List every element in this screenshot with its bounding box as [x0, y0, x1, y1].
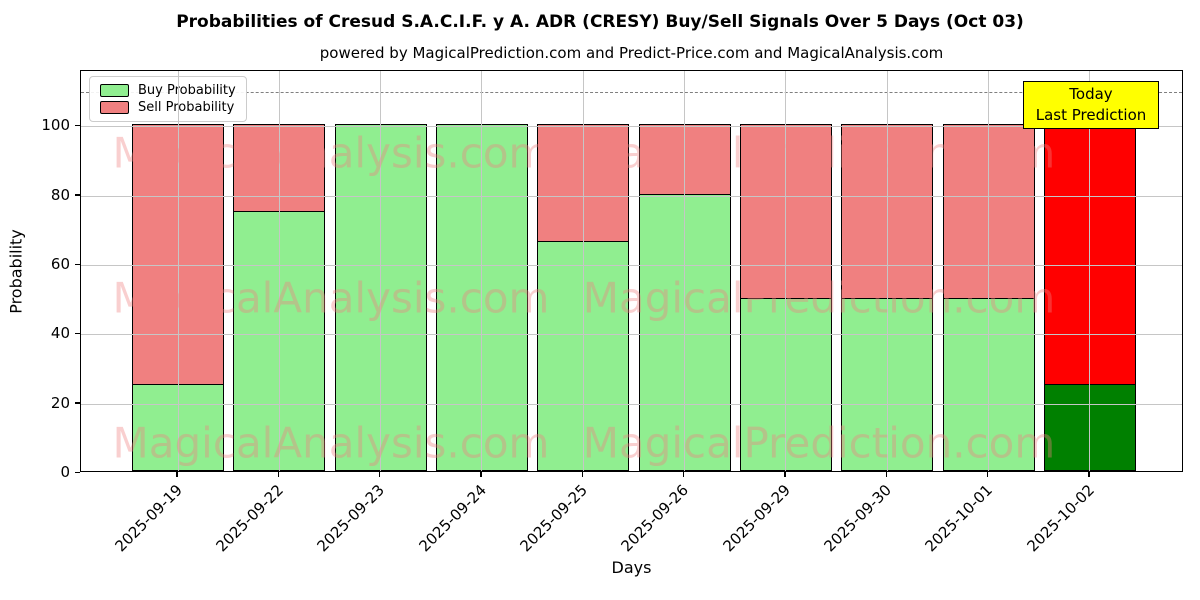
vgridline-2025-09-24: [481, 71, 483, 471]
today-annotation: Today Last Prediction: [1023, 81, 1159, 129]
xtick-mark-2025-09-25: [581, 472, 584, 477]
legend-item-sell: Sell Probability: [100, 100, 236, 115]
vgridline-2025-09-25: [582, 71, 584, 471]
xtick-label-text-2025-09-19: 2025-09-19: [111, 481, 186, 556]
legend: Buy Probability Sell Probability: [89, 76, 247, 122]
ytick-mark-100: [75, 124, 80, 127]
ytick-mark-40: [75, 332, 80, 335]
hgridline-20: [81, 403, 1182, 405]
figure-subtitle: powered by MagicalPrediction.com and Pre…: [319, 44, 944, 62]
xtick-label-text-2025-10-02: 2025-10-02: [1023, 481, 1098, 556]
vgridline-2025-09-19: [177, 71, 179, 471]
hgridline-40: [81, 334, 1182, 336]
xtick-label-text-2025-09-22: 2025-09-22: [212, 481, 288, 556]
xtick-mark-2025-09-26: [682, 472, 685, 477]
xtick-label-text-2025-09-24: 2025-09-24: [415, 481, 490, 556]
xtick-mark-2025-09-24: [480, 472, 482, 477]
ytick-label-60: 60: [50, 255, 70, 274]
page-title: Probabilities of Cresud S.A.C.I.F. y A. …: [176, 12, 1024, 32]
hgridline-100: [81, 126, 1182, 128]
ytick-label-80: 80: [50, 185, 70, 204]
plot-area: Buy Probability Sell Probability Today L…: [80, 70, 1183, 472]
ytick-mark-0: [75, 471, 80, 473]
vgridline-2025-09-22: [278, 71, 280, 471]
today-annotation-line1: Today: [1069, 85, 1113, 103]
ytick-label-0: 0: [60, 463, 70, 481]
xtick-label-text-2025-10-01: 2025-10-01: [921, 481, 997, 556]
xtick-mark-2025-09-19: [176, 472, 178, 477]
ytick-mark-60: [75, 263, 80, 266]
xtick-mark-2025-09-23: [378, 472, 381, 477]
vgridline-2025-09-23: [380, 71, 382, 471]
vgridline-2025-09-30: [886, 71, 888, 471]
xtick-mark-2025-10-01: [986, 472, 989, 477]
vgridline-2025-10-01: [988, 71, 990, 471]
ytick-mark-20: [75, 402, 80, 404]
ytick-label-40: 40: [50, 324, 70, 343]
hgridline-80: [81, 195, 1182, 197]
xtick-mark-2025-10-02: [1088, 472, 1090, 477]
vgridline-2025-09-29: [785, 71, 787, 471]
ytick-label-100: 100: [41, 116, 70, 135]
vgridline-2025-10-02: [1089, 71, 1091, 471]
xtick-mark-2025-09-30: [885, 472, 888, 477]
buy-legend-label: Buy Probability: [138, 83, 236, 98]
xtick-label-text-2025-09-23: 2025-09-23: [314, 481, 389, 556]
legend-item-buy: Buy Probability: [100, 83, 236, 98]
x-axis-label: Days: [611, 558, 652, 577]
today-annotation-line2: Last Prediction: [1035, 106, 1147, 124]
threshold-dashed-line: [81, 91, 1182, 93]
xtick-label-text-2025-09-26: 2025-09-26: [617, 481, 693, 556]
ytick-label-20: 20: [50, 393, 70, 412]
buy-swatch-icon: [100, 84, 129, 97]
xtick-label-text-2025-09-25: 2025-09-25: [516, 481, 592, 556]
ytick-mark-80: [75, 194, 80, 196]
xtick-label-text-2025-09-30: 2025-09-30: [820, 481, 896, 556]
xtick-mark-2025-09-29: [784, 472, 786, 477]
hgridline-60: [81, 265, 1182, 267]
sell-legend-label: Sell Probability: [138, 100, 235, 115]
sell-swatch-icon: [100, 101, 129, 114]
vgridline-2025-09-26: [684, 71, 686, 471]
xtick-mark-2025-09-22: [277, 472, 280, 477]
xtick-label-text-2025-09-29: 2025-09-29: [719, 481, 794, 556]
